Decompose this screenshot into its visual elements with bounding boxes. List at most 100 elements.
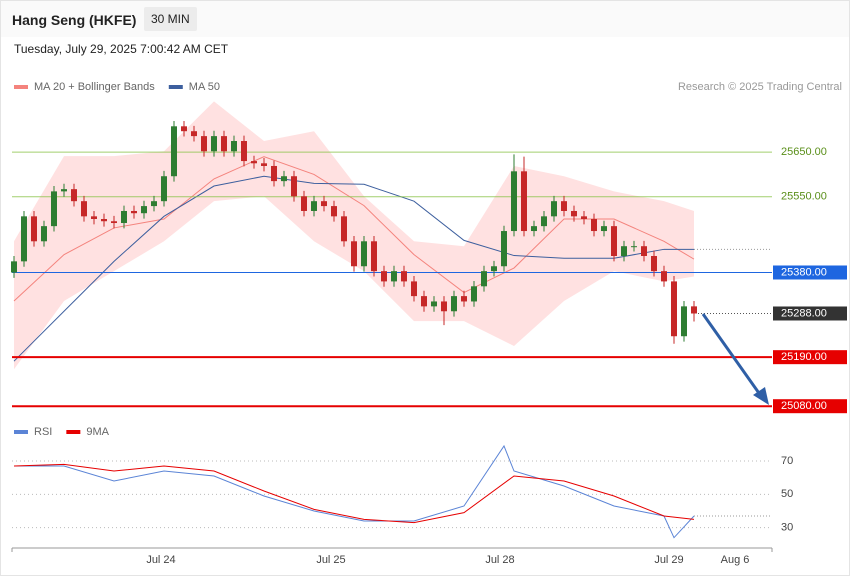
rsi-tick-label: 30	[781, 522, 793, 534]
candle-body	[31, 216, 37, 242]
candle-body	[531, 226, 537, 232]
price-label: 25288.00	[781, 307, 827, 319]
candle-body	[491, 266, 497, 272]
candle-body	[281, 176, 287, 182]
candle-body	[481, 271, 487, 287]
candle-body	[551, 201, 557, 217]
candle-body	[101, 219, 107, 222]
credit: Research © 2025 Trading Central	[678, 81, 842, 93]
x-tick-label: Jul 25	[316, 554, 345, 566]
candle-body	[221, 136, 227, 152]
legend-label: RSI	[34, 426, 52, 438]
candle-body	[621, 246, 627, 256]
candle-body	[21, 216, 27, 262]
candle-body	[11, 261, 17, 273]
candle-body	[261, 163, 267, 166]
interval-button[interactable]: 30 MIN	[144, 7, 197, 31]
candle-body	[311, 201, 317, 211]
bollinger-band	[14, 101, 694, 370]
candle-body	[291, 176, 297, 197]
candle-body	[271, 165, 277, 182]
candle-body	[431, 301, 437, 307]
candle-body	[181, 126, 187, 132]
forecast-arrow	[701, 313, 763, 397]
candle-body	[391, 271, 397, 282]
candle-body	[461, 296, 467, 302]
candle-body	[631, 246, 637, 248]
price-label: 25080.00	[781, 400, 827, 412]
candle-body	[601, 226, 607, 232]
price-tag	[773, 306, 847, 321]
candle-body	[91, 216, 97, 220]
candle-body	[361, 241, 367, 267]
price-tag	[773, 399, 847, 414]
candle-body	[471, 286, 477, 302]
price-label: 25550.00	[781, 191, 827, 203]
candle-body	[451, 296, 457, 312]
price-label: 25650.00	[781, 146, 827, 158]
candle-body	[131, 210, 137, 214]
candle-body	[521, 171, 527, 232]
candle-body	[381, 271, 387, 282]
moving-average	[13, 175, 694, 362]
candle-body	[661, 271, 667, 282]
x-tick-label: Jul 24	[146, 554, 175, 566]
candle-body	[441, 301, 447, 312]
legend-label: MA 20 + Bollinger Bands	[34, 81, 155, 93]
candle-body	[211, 136, 217, 152]
legend-label: MA 50	[189, 81, 220, 93]
legend-swatch	[168, 85, 183, 89]
candle-body	[141, 206, 147, 214]
legend-label: 9MA	[86, 426, 109, 438]
legend-swatch	[66, 430, 81, 434]
price-tag	[773, 265, 847, 280]
candle-body	[351, 241, 357, 267]
candle-body	[41, 226, 47, 242]
candle-body	[191, 131, 197, 137]
candle-body	[201, 136, 207, 152]
candle-body	[171, 126, 177, 177]
candle-body	[421, 296, 427, 307]
candle-body	[591, 219, 597, 232]
candle-body	[241, 141, 247, 162]
candle-body	[571, 210, 577, 217]
candle-body	[301, 196, 307, 211]
x-tick-label: Aug 6	[721, 554, 750, 566]
candle-body	[411, 281, 417, 297]
rsi-line	[13, 463, 695, 524]
forecast-arrowhead	[753, 387, 769, 405]
candle-body	[511, 171, 517, 232]
timestamp: Tuesday, July 29, 2025 7:00:42 AM CET	[14, 42, 229, 56]
candle-body	[611, 226, 617, 256]
candle-body	[111, 221, 117, 224]
candle-body	[51, 191, 57, 227]
candle-body	[61, 189, 67, 192]
rsi-line	[14, 444, 695, 539]
price-label: 25190.00	[781, 351, 827, 363]
candle-body	[541, 216, 547, 227]
candle-body	[81, 201, 87, 217]
candle-body	[121, 210, 127, 224]
candle-body	[691, 306, 697, 314]
x-tick-label: Jul 28	[485, 554, 514, 566]
legend-swatch	[14, 430, 28, 434]
price-label: 25380.00	[781, 266, 827, 278]
candle-body	[151, 201, 157, 207]
candle-body	[71, 189, 77, 202]
candle-body	[331, 206, 337, 217]
candle-body	[341, 216, 347, 242]
rsi-tick-label: 70	[781, 455, 793, 467]
candle-body	[681, 306, 687, 337]
candle-body	[561, 201, 567, 211]
candle-body	[161, 176, 167, 202]
legend-swatch	[14, 85, 28, 89]
candle-body	[641, 246, 647, 256]
price-tag	[773, 350, 847, 365]
toolbar	[1, 1, 849, 37]
moving-average	[13, 156, 695, 302]
candle-body	[401, 271, 407, 282]
candle-body	[321, 201, 327, 207]
candle-body	[651, 256, 657, 272]
